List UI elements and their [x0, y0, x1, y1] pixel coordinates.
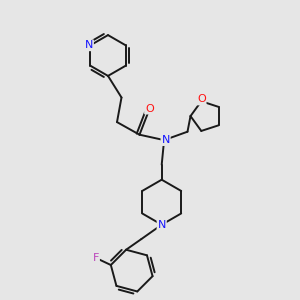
Text: N: N	[158, 220, 166, 230]
Text: N: N	[161, 135, 170, 145]
Text: O: O	[145, 103, 154, 114]
Text: F: F	[93, 254, 99, 263]
Text: O: O	[197, 94, 206, 104]
Text: N: N	[85, 40, 93, 50]
